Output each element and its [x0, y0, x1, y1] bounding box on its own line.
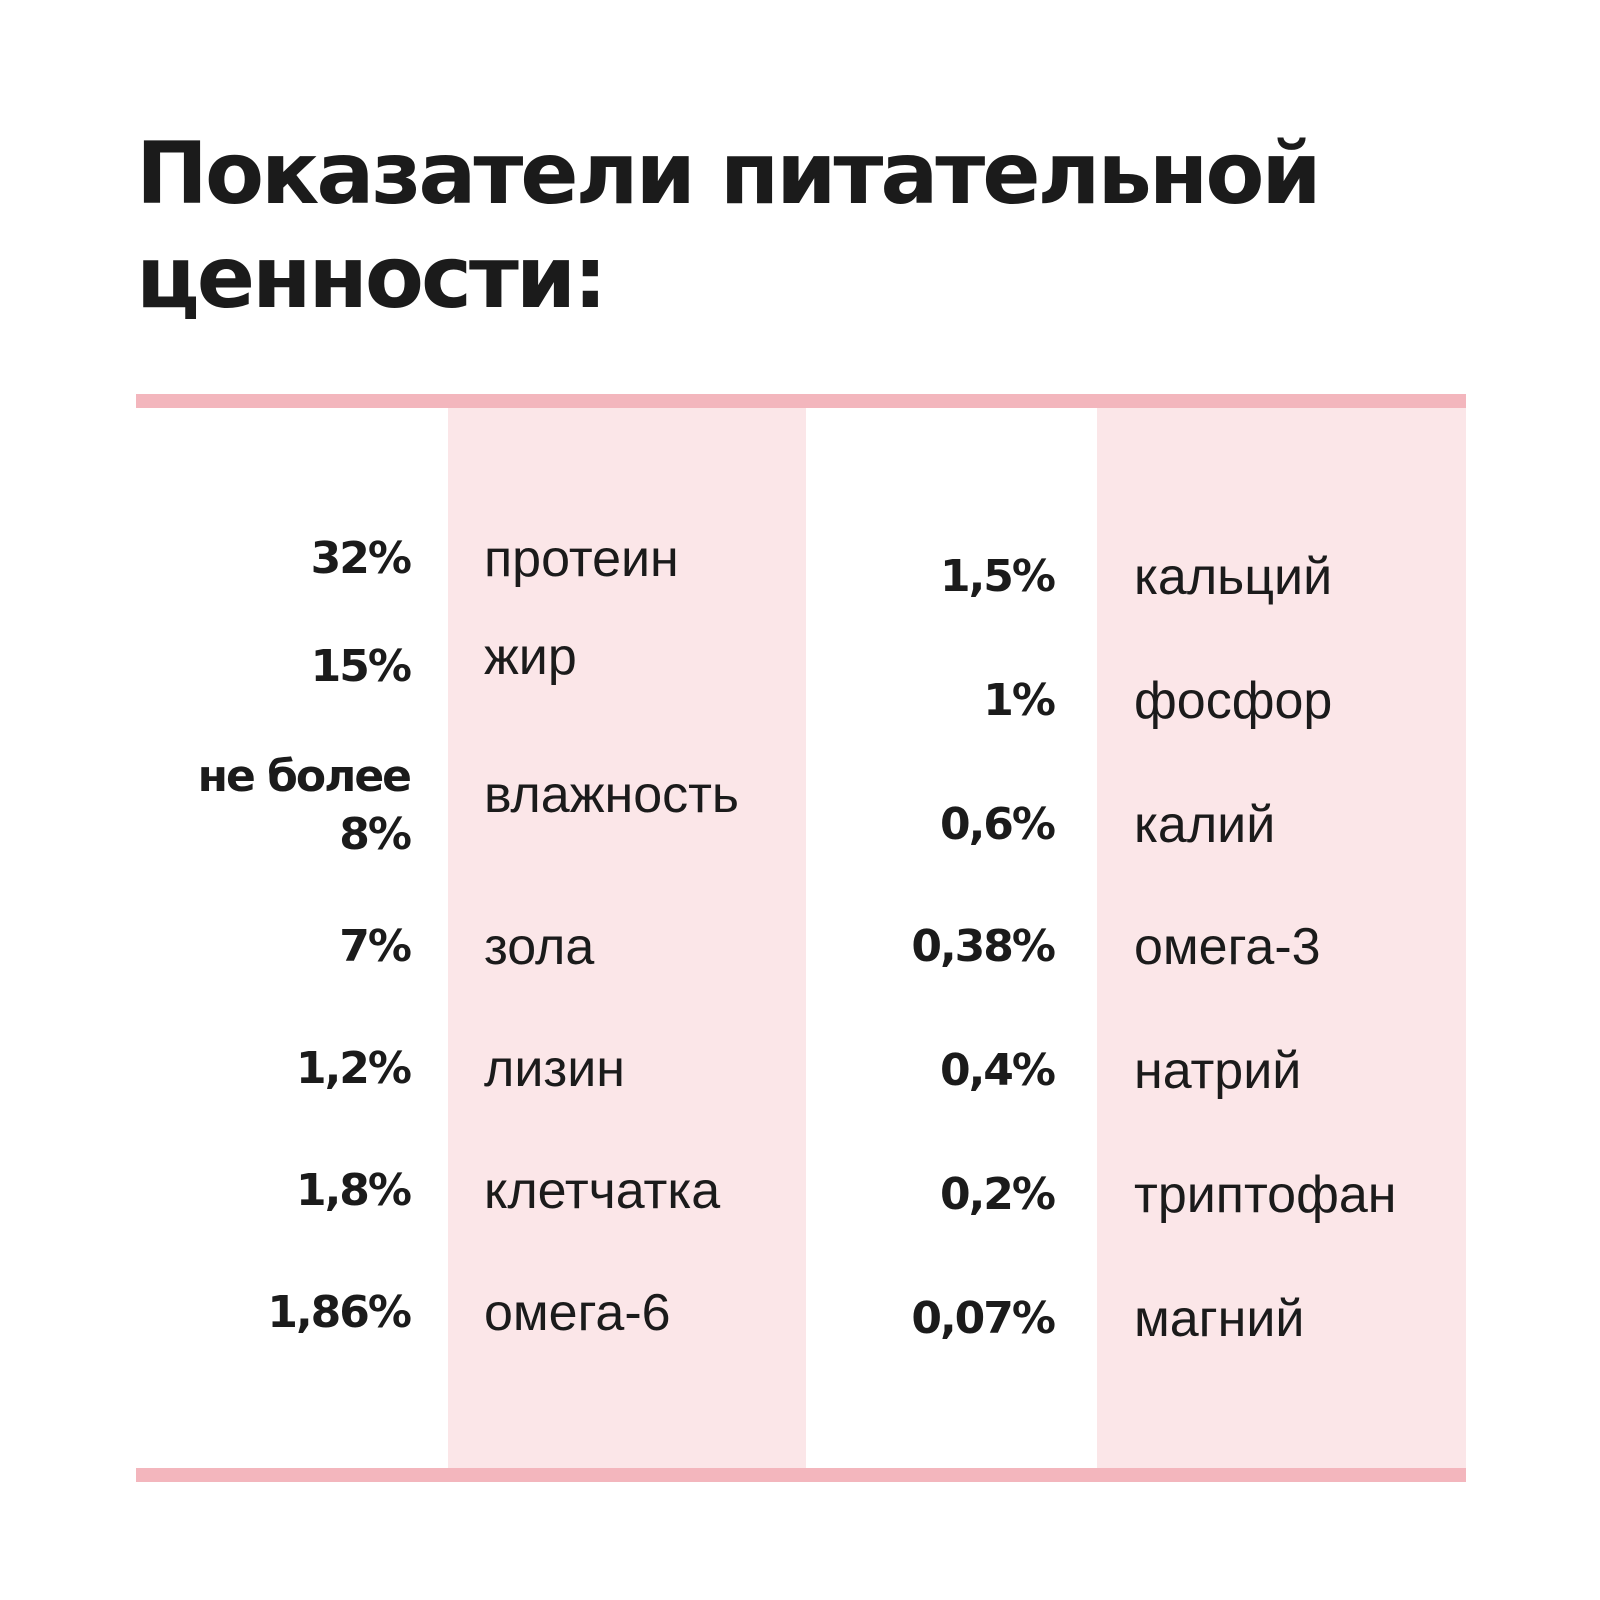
- nutrient-name-omega-3: омега-3: [1134, 918, 1321, 976]
- nutrient-value-lysine: 1,2%: [295, 1043, 412, 1094]
- nutrient-name-calcium: кальций: [1134, 548, 1333, 606]
- nutrient-value-fiber: 1,8%: [295, 1165, 412, 1216]
- top-divider: [136, 394, 1466, 408]
- nutrient-value-tryptophan: 0,2%: [939, 1169, 1056, 1220]
- bottom-divider: [136, 1468, 1466, 1482]
- nutrient-name-protein: протеин: [484, 530, 679, 588]
- nutrient-name-lysine: лизин: [484, 1040, 625, 1098]
- nutrient-value-omega-3: 0,38%: [911, 921, 1056, 972]
- nutrient-value-potassium: 0,6%: [939, 799, 1056, 850]
- nutrient-name-omega-6: омега-6: [484, 1284, 671, 1342]
- nutrient-name-potassium: калий: [1134, 796, 1276, 854]
- nutrient-name-fiber: клетчатка: [484, 1162, 721, 1220]
- nutrient-value-magnesium: 0,07%: [911, 1293, 1056, 1344]
- title-line-2: ценности:: [136, 228, 607, 328]
- nutrient-name-moisture: влажность: [484, 766, 740, 824]
- nutrient-name-fat: жир: [484, 628, 577, 686]
- nutrient-name-sodium: натрий: [1134, 1042, 1302, 1100]
- title-line-1: Показатели питательной: [136, 124, 1322, 224]
- nutrient-value-protein: 32%: [310, 533, 412, 584]
- nutrient-name-tryptophan: триптофан: [1134, 1166, 1397, 1224]
- left-names-band: [448, 408, 806, 1468]
- right-names-band: [1097, 408, 1466, 1468]
- nutrient-value-calcium: 1,5%: [939, 551, 1056, 602]
- page-title: Показатели питательной ценности:: [136, 122, 1496, 330]
- nutrient-value-sodium: 0,4%: [939, 1045, 1056, 1096]
- nutrient-value-omega-6: 1,86%: [267, 1287, 412, 1338]
- nutrient-value-moisture: не более 8%: [197, 751, 412, 860]
- nutrient-name-ash: зола: [484, 918, 595, 976]
- nutrient-value-fat: 15%: [310, 641, 412, 692]
- nutrient-value-phosphorus: 1%: [983, 675, 1056, 726]
- nutrient-name-phosphorus: фосфор: [1134, 672, 1333, 730]
- nutrient-name-magnesium: магний: [1134, 1290, 1305, 1348]
- nutrient-value-ash: 7%: [339, 921, 412, 972]
